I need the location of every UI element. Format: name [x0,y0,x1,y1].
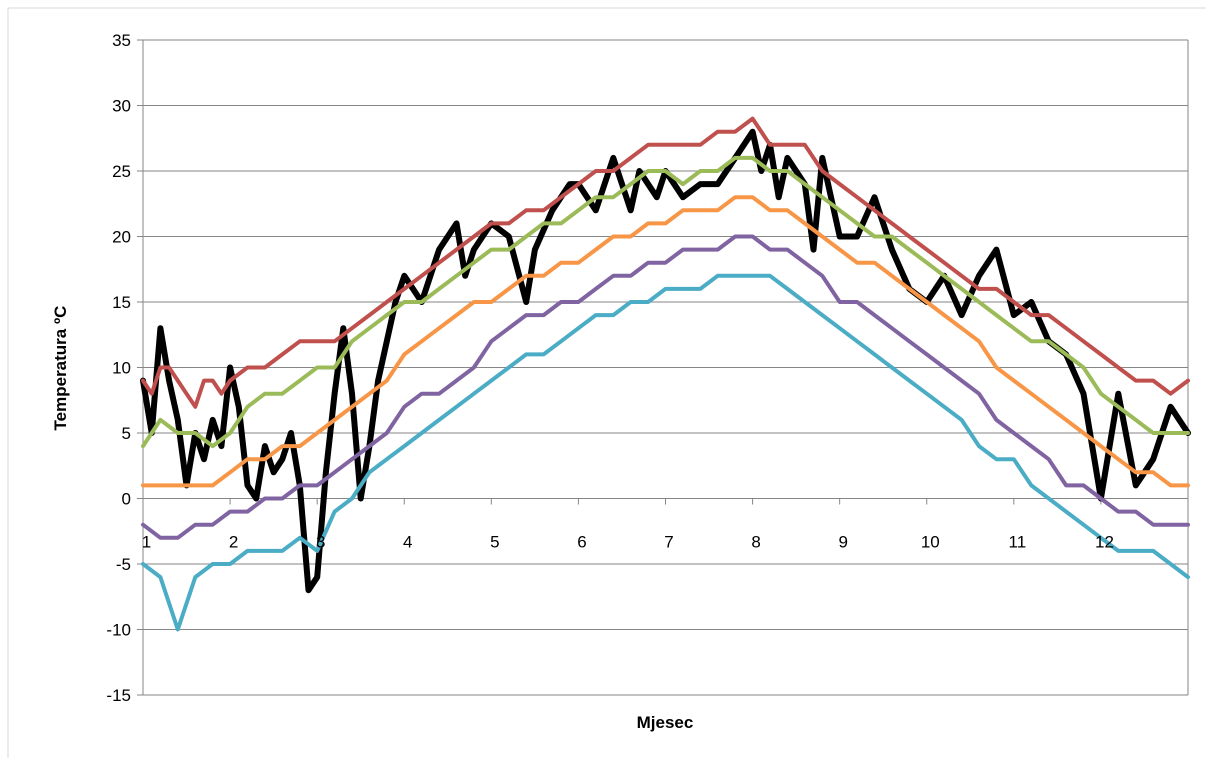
x-tick-label: 4 [403,533,412,552]
series-line-4 [141,234,1190,540]
y-tick-label: -5 [116,555,131,574]
x-tick-label: 3 [316,533,325,552]
x-tick-label: 2 [229,533,238,552]
y-tick-label: 30 [112,97,131,116]
x-tick-label: 1 [142,533,151,552]
x-tick-label: 11 [1009,533,1027,552]
y-tick-label: -15 [106,686,131,705]
y-tick-label: -10 [106,621,131,640]
series-line-5 [141,273,1190,632]
x-tick-label: 5 [490,533,499,552]
series-line-3 [141,195,1190,488]
series-line-1 [141,116,1190,409]
y-tick-label: 5 [122,424,131,443]
x-tick-label: 12 [1095,533,1114,552]
y-tick-label: 0 [122,490,131,509]
y-tick-label: 25 [112,162,131,181]
y-tick-label: 35 [112,31,131,50]
x-tick-label: 7 [664,533,673,552]
x-tick-label: 6 [577,533,586,552]
x-tick-label: 9 [838,533,847,552]
y-tick-label: 10 [112,359,131,378]
x-tick-label: 10 [921,533,940,552]
y-axis-label: Temperatura ºC [51,306,70,431]
x-tick-label: 8 [751,533,760,552]
y-tick-label: 20 [112,228,131,247]
series-line-2 [141,155,1190,449]
x-axis-label: Mjesec [637,713,694,732]
series-line-0 [140,128,1191,594]
y-tick-label: 15 [112,293,131,312]
